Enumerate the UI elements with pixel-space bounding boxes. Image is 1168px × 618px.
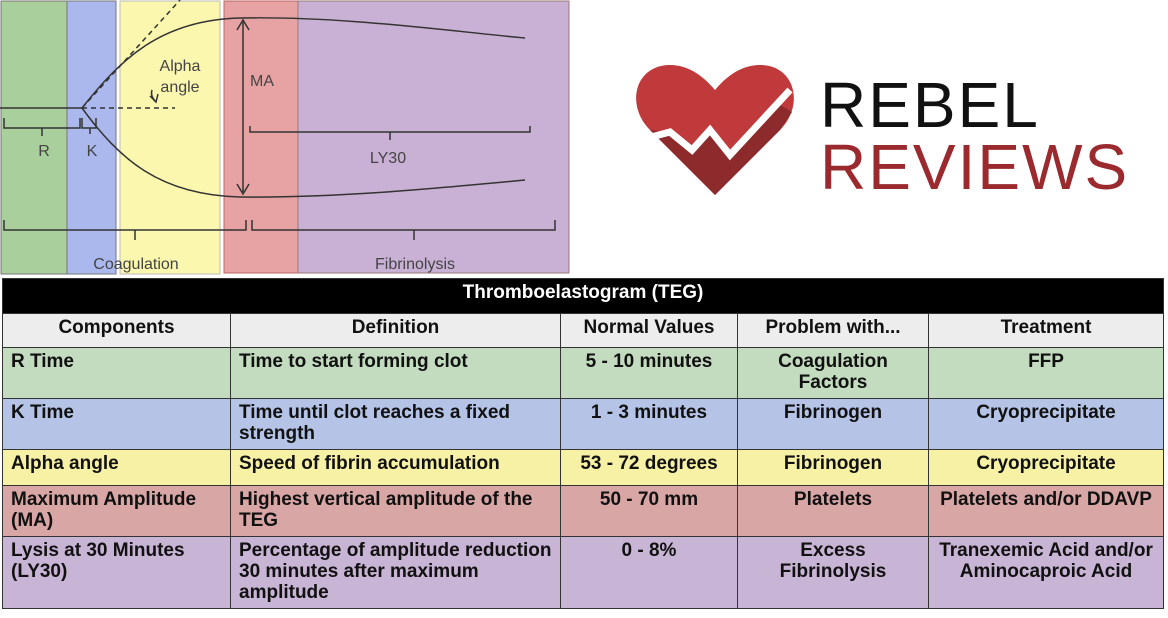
table-cell: Fibrinogen — [737, 398, 929, 450]
teg-table: Thromboelastogram (TEG) Components Defini… — [1, 278, 1165, 609]
table-cell: 53 - 72 degrees — [560, 449, 738, 486]
table-cell: Maximum Amplitude (MA) — [2, 485, 231, 537]
table-row: Alpha angle Speed of fibrin accumulation 5… — [2, 449, 1165, 486]
fibrinolysis-label: Fibrinolysis — [375, 256, 455, 273]
logo-text: REBEL — [820, 69, 1040, 141]
table-cell: 50 - 70 mm — [560, 485, 738, 537]
table-row: R Time Time to start forming clot 5 - 10 m… — [2, 347, 1165, 399]
logo-text: REVIEWS — [820, 131, 1130, 203]
header-cell: Definition — [230, 313, 561, 348]
table-cell: 0 - 8% — [560, 536, 738, 609]
table-cell: Alpha angle — [2, 449, 231, 486]
table-cell: Time to start forming clot — [230, 347, 561, 399]
table-cell: 5 - 10 minutes — [560, 347, 738, 399]
table-title: Thromboelastogram (TEG) — [1, 278, 1165, 314]
table-cell: Excess Fibrinolysis — [737, 536, 929, 609]
table-cell: Fibrinogen — [737, 449, 929, 486]
header-cell: Components — [2, 313, 231, 348]
table-cell: 1 - 3 minutes — [560, 398, 738, 450]
table-cell: Cryoprecipitate — [927, 398, 1165, 450]
logo-heart — [636, 65, 794, 195]
table-row: K Time Time until clot reaches a fixed st… — [2, 398, 1165, 450]
header-cell: Problem with... — [737, 313, 929, 348]
table-cell: Speed of fibrin accumulation — [230, 449, 561, 486]
table-row: Lysis at 30 Minutes (LY30) Percentage of … — [2, 536, 1165, 609]
ma-label: MA — [250, 73, 274, 90]
table-cell: K Time — [2, 398, 231, 450]
table-cell: Tranexemic Acid and/or Aminocaproic Acid — [927, 536, 1165, 609]
table-cell: Cryoprecipitate — [927, 449, 1165, 486]
r-label: R — [38, 143, 50, 160]
table-cell: Lysis at 30 Minutes (LY30) — [2, 536, 231, 609]
table-cell: Platelets and/or DDAVP — [927, 485, 1165, 537]
table-cell: Percentage of amplitude reduction 30 min… — [230, 536, 561, 609]
ly30-label: LY30 — [370, 150, 406, 167]
header-row: Components Definition Normal Values Problem… — [2, 313, 1165, 348]
teg-diagram: R K MA LY30 Coagulation Fibrinolysis — [0, 0, 570, 275]
alpha-angle-label: Alpha angle — [159, 58, 201, 96]
table-cell: Coagulation Factors — [737, 347, 929, 399]
table-cell: FFP — [927, 347, 1165, 399]
table-row: Maximum Amplitude (MA) Highest vertical a… — [2, 485, 1165, 537]
table-cell: Highest vertical amplitude of the TEG — [230, 485, 561, 537]
table-cell: R Time — [2, 347, 231, 399]
table-cell: Platelets — [737, 485, 929, 537]
coagulation-label: Coagulation — [93, 256, 178, 273]
k-label: K — [87, 143, 98, 160]
header-cell: Normal Values — [560, 313, 738, 348]
header-cell: Treatment — [927, 313, 1165, 348]
table-cell: Time until clot reaches a fixed strength — [230, 398, 561, 450]
